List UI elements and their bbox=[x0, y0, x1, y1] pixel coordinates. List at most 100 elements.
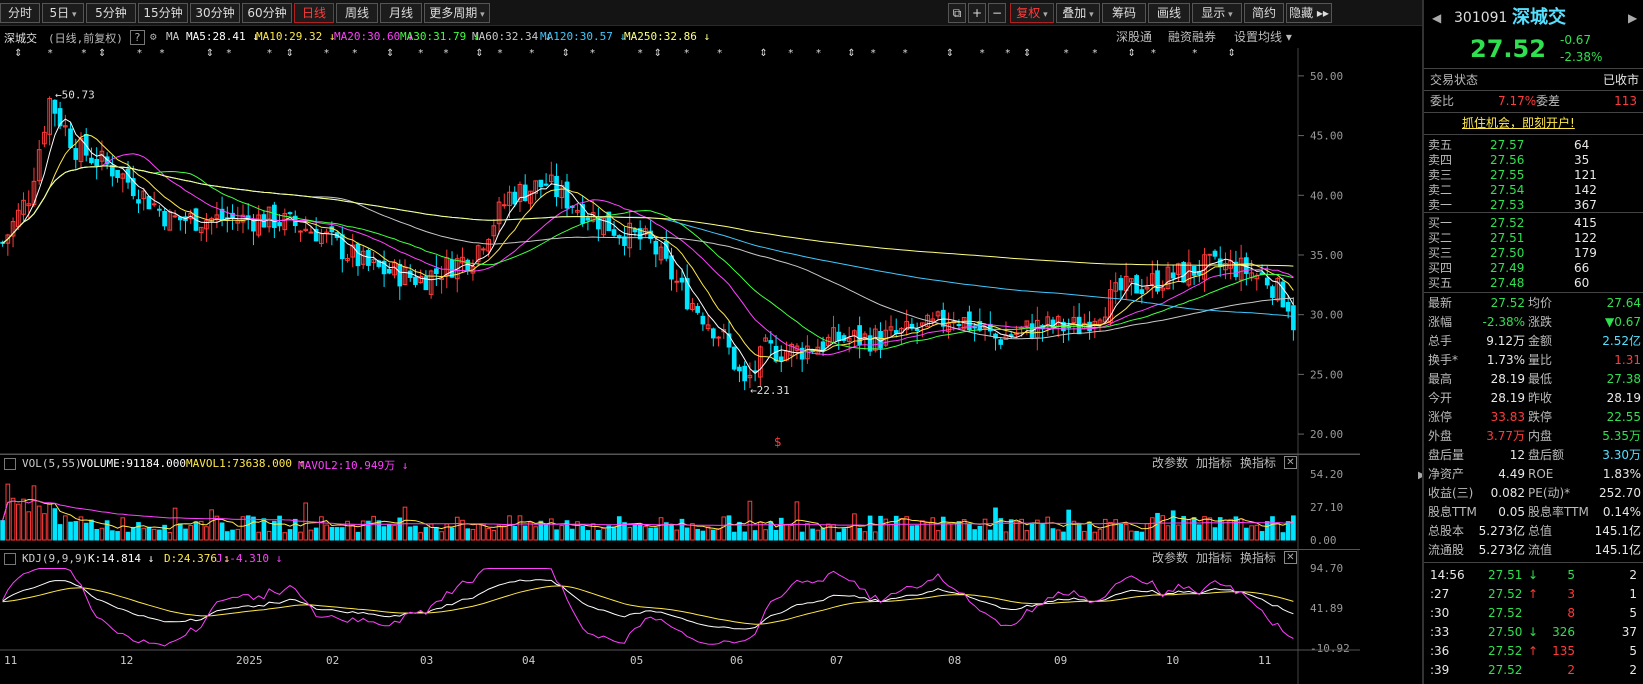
bid-price: 27.52 bbox=[1490, 216, 1525, 230]
candle-body bbox=[1024, 320, 1030, 327]
candle-body bbox=[198, 226, 204, 234]
candle-body bbox=[1186, 262, 1192, 286]
period-tab-1[interactable]: 5日 bbox=[42, 3, 84, 23]
help-icon[interactable]: ? bbox=[130, 30, 145, 45]
tick-price: 27.52 bbox=[1488, 644, 1523, 658]
kdj-axis-label: -10.92 bbox=[1310, 642, 1350, 655]
event-marker: * bbox=[498, 48, 503, 59]
set-ma-dropdown[interactable]: 设置均线 ▾ bbox=[1234, 30, 1292, 44]
volume-bar bbox=[1144, 523, 1150, 541]
plus-icon[interactable]: + bbox=[968, 3, 986, 23]
volume-bar bbox=[449, 527, 455, 541]
period-tab-4[interactable]: 30分钟 bbox=[190, 3, 240, 23]
minus-icon[interactable]: − bbox=[988, 3, 1006, 23]
volume-bar bbox=[157, 529, 162, 541]
vol-change-params-button[interactable]: 改参数 bbox=[1152, 456, 1189, 470]
stat-label: ROE bbox=[1528, 467, 1554, 481]
volume-bar bbox=[1155, 512, 1160, 541]
period-tab-7[interactable]: 周线 bbox=[336, 3, 378, 23]
candle-body bbox=[1008, 334, 1014, 337]
kdj-switch-indicator-button[interactable]: 换指标 bbox=[1240, 551, 1277, 565]
bid-price: 27.51 bbox=[1490, 231, 1525, 245]
toolbar-hide-button[interactable]: 隐藏 ▸▸ bbox=[1286, 3, 1332, 23]
trade-status-label: 交易状态 bbox=[1430, 73, 1479, 87]
kdj-add-indicator-button[interactable]: 加指标 bbox=[1196, 551, 1233, 565]
volume-bar bbox=[1034, 519, 1040, 541]
toolbar-simple-button[interactable]: 简约 bbox=[1244, 3, 1284, 23]
volume-bar bbox=[695, 528, 700, 541]
tick-count: 5 bbox=[1629, 606, 1637, 620]
tick-price: 27.52 bbox=[1488, 606, 1523, 620]
volume-bar bbox=[146, 526, 152, 541]
candle-body bbox=[1280, 281, 1286, 308]
period-tab-8[interactable]: 月线 bbox=[380, 3, 422, 23]
candle-body bbox=[575, 209, 580, 213]
candle-body bbox=[36, 149, 42, 182]
candle-body bbox=[564, 181, 570, 209]
stat-value: 5.273亿 bbox=[1478, 543, 1525, 557]
margin-trading-link[interactable]: 融资融券 bbox=[1168, 30, 1217, 44]
toolbar-display-button[interactable]: 显示 bbox=[1192, 3, 1242, 23]
volume-bar bbox=[820, 527, 826, 541]
toolbar-fuquan-button[interactable]: 复权 bbox=[1010, 3, 1054, 23]
kdj-line bbox=[2, 579, 1294, 630]
period-tab-0[interactable]: 分时 bbox=[0, 3, 40, 23]
panel-collapse-box[interactable] bbox=[4, 458, 16, 470]
volume-bar bbox=[852, 513, 857, 541]
period-tab-5[interactable]: 60分钟 bbox=[242, 3, 292, 23]
quote-row: 股息TTM 0.05 股息率TTM 0.14% bbox=[1424, 503, 1643, 521]
candle-body bbox=[94, 158, 100, 166]
volume-bar bbox=[245, 515, 251, 541]
panel-collapse-box[interactable] bbox=[4, 553, 16, 565]
period-tab-3[interactable]: 15分钟 bbox=[138, 3, 188, 23]
date-axis-label: 07 bbox=[830, 654, 843, 667]
settings-gear-icon[interactable]: ⚙ bbox=[150, 30, 157, 43]
tick-count: 2 bbox=[1629, 568, 1637, 582]
vol-switch-indicator-button[interactable]: 换指标 bbox=[1240, 456, 1277, 470]
volume-bar bbox=[162, 524, 167, 541]
vol-add-indicator-button[interactable]: 加指标 bbox=[1196, 456, 1233, 470]
volume-bar bbox=[899, 518, 904, 541]
volume-bar bbox=[961, 519, 967, 541]
expand-icon[interactable]: ⧉ bbox=[948, 3, 966, 23]
period-tab-2[interactable]: 5分钟 bbox=[86, 3, 136, 23]
kline-chart[interactable]: 50.00 45.00 40.00 35.00 30.00 25.00 20.00 ←50.7… bbox=[0, 48, 1360, 684]
period-tab-6[interactable]: 日线 bbox=[294, 3, 334, 23]
volume-bar bbox=[1071, 520, 1077, 541]
event-marker: ⇕ bbox=[206, 48, 214, 59]
bid-level: 买五 bbox=[1428, 276, 1453, 290]
prev-stock-icon[interactable]: ◀ bbox=[1432, 11, 1442, 25]
toolbar-overlay-button[interactable]: 叠加 bbox=[1056, 3, 1100, 23]
shenzhen-connect-link[interactable]: 深股通 bbox=[1116, 30, 1153, 44]
side-collapse-icon[interactable]: ▶ bbox=[1418, 470, 1426, 490]
kdj-close-icon[interactable]: ✕ bbox=[1284, 551, 1297, 564]
volume-bar bbox=[381, 526, 387, 541]
stat-value: 1.73% bbox=[1486, 353, 1525, 367]
volume-bar bbox=[444, 523, 450, 541]
toolbar-chips-button[interactable]: 筹码 bbox=[1102, 3, 1146, 23]
volume-bar bbox=[214, 515, 220, 541]
kdj-j-text: J:-4.310 bbox=[216, 552, 269, 565]
volume-bar bbox=[799, 531, 805, 541]
candle-body bbox=[742, 365, 748, 382]
stat-label: 净资产 bbox=[1428, 467, 1465, 481]
next-stock-icon[interactable]: ▶ bbox=[1628, 11, 1638, 25]
open-account-banner[interactable]: 抓住机会，即刻开户! bbox=[1462, 116, 1575, 130]
volume-bar bbox=[501, 525, 507, 541]
kdj-change-params-button[interactable]: 改参数 bbox=[1152, 551, 1189, 565]
toolbar-draw-button[interactable]: 画线 bbox=[1148, 3, 1190, 23]
stat-label: 今开 bbox=[1428, 391, 1453, 405]
stat-value: 3.77万 bbox=[1486, 429, 1525, 443]
volume-bar bbox=[836, 532, 842, 541]
bid-price: 27.49 bbox=[1490, 261, 1525, 275]
ask-price: 27.56 bbox=[1490, 153, 1525, 167]
vol-close-icon[interactable]: ✕ bbox=[1284, 456, 1297, 469]
stat-value: 252.70 bbox=[1599, 486, 1641, 500]
volume-bar bbox=[1275, 523, 1281, 541]
event-marker: * bbox=[267, 48, 272, 59]
stat-value: 33.83 bbox=[1490, 410, 1525, 424]
candle-body bbox=[386, 268, 392, 274]
period-tab-9[interactable]: 更多周期 bbox=[424, 3, 490, 23]
candle-body bbox=[956, 324, 962, 327]
volume-bar bbox=[355, 531, 361, 541]
